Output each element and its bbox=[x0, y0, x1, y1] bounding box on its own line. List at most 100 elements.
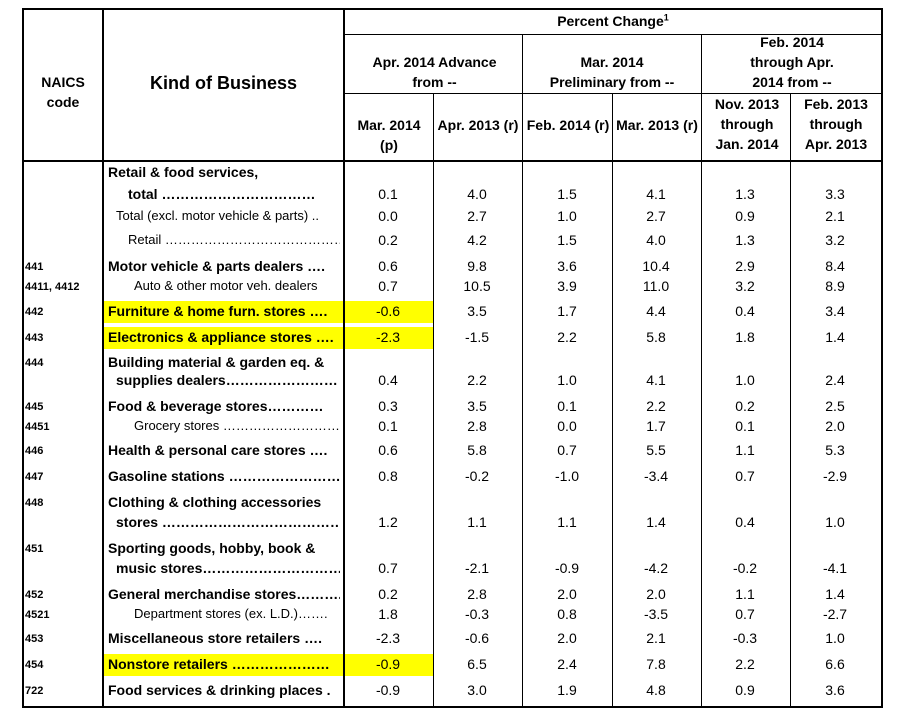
percent-value: -2.9 bbox=[822, 468, 848, 484]
naics-code: 441 bbox=[25, 261, 44, 273]
divider-group1 bbox=[522, 35, 523, 708]
percent-value: 9.8 bbox=[467, 258, 487, 274]
naics-code: 454 bbox=[25, 659, 44, 671]
percent-value: 4.2 bbox=[467, 232, 487, 248]
naics-code: 443 bbox=[25, 332, 44, 344]
highlight-furniture-value bbox=[345, 301, 433, 323]
business-name: Food & beverage stores………… bbox=[108, 398, 324, 414]
percent-value: 1.0 bbox=[557, 372, 577, 388]
percent-value: 7.8 bbox=[646, 656, 666, 672]
column-header-mar-2014: Mar. 2014 (p) bbox=[357, 117, 421, 153]
percent-value: 1.4 bbox=[825, 329, 845, 345]
percent-value: -4.2 bbox=[643, 560, 669, 576]
percent-value: 2.2 bbox=[467, 372, 487, 388]
percent-value: -3.5 bbox=[643, 606, 669, 622]
percent-value: 1.1 bbox=[557, 514, 577, 530]
group-header-mar-2014: Mar. 2014 Preliminary from -- bbox=[549, 54, 675, 90]
percent-value: 2.4 bbox=[557, 656, 577, 672]
business-name: Miscellaneous store retailers …. bbox=[108, 630, 322, 646]
business-name: Clothing & clothing accessories bbox=[108, 494, 322, 510]
percent-value: -2.1 bbox=[464, 560, 490, 576]
business-name: General merchandise stores………. bbox=[108, 586, 340, 602]
percent-value: 3.3 bbox=[825, 186, 845, 202]
naics-code: 442 bbox=[25, 306, 44, 318]
business-name: supplies dealers…………………… bbox=[116, 372, 338, 388]
percent-value: 8.9 bbox=[825, 278, 845, 294]
percent-value: 5.8 bbox=[467, 442, 487, 458]
line-under-percent-change bbox=[343, 34, 883, 35]
percent-value: 4.1 bbox=[646, 186, 666, 202]
percent-value: -2.3 bbox=[375, 630, 401, 646]
percent-value: -3.4 bbox=[643, 468, 669, 484]
percent-value: 1.1 bbox=[735, 442, 755, 458]
percent-value: 2.9 bbox=[735, 258, 755, 274]
percent-value: 1.8 bbox=[378, 606, 398, 622]
naics-code: 448 bbox=[25, 497, 44, 509]
percent-value: 2.0 bbox=[557, 630, 577, 646]
divider-sub3 bbox=[790, 94, 791, 708]
percent-value: 1.8 bbox=[735, 329, 755, 345]
percent-value: 3.4 bbox=[825, 303, 845, 319]
percent-value: 2.2 bbox=[735, 656, 755, 672]
percent-value: 4.4 bbox=[646, 303, 666, 319]
percent-value: 0.2 bbox=[378, 232, 398, 248]
highlight-nonstore-value bbox=[345, 654, 433, 676]
naics-code-header: NAICS code bbox=[41, 74, 85, 110]
percent-value: 10.4 bbox=[642, 258, 670, 274]
percent-value: 4.0 bbox=[646, 232, 666, 248]
percent-value: 1.5 bbox=[557, 232, 577, 248]
percent-value: -0.9 bbox=[375, 656, 401, 672]
footnote-mark: 1 bbox=[663, 12, 669, 23]
percent-value: 1.1 bbox=[467, 514, 487, 530]
percent-value: 3.6 bbox=[557, 258, 577, 274]
divider-naics bbox=[102, 8, 104, 708]
percent-value: -2.7 bbox=[822, 606, 848, 622]
percent-value: 3.6 bbox=[825, 682, 845, 698]
percent-value: 0.4 bbox=[735, 303, 755, 319]
business-name: Department stores (ex. L.D.)……. bbox=[134, 606, 328, 621]
percent-value: 1.3 bbox=[735, 186, 755, 202]
column-header-feb-apr-2013: Feb. 2013 through Apr. 2013 bbox=[804, 96, 868, 152]
percent-value: 0.1 bbox=[378, 418, 398, 434]
highlight-furniture-name bbox=[104, 301, 344, 323]
percent-value: 2.0 bbox=[557, 586, 577, 602]
percent-value: 10.5 bbox=[463, 278, 491, 294]
percent-value: 0.0 bbox=[378, 208, 398, 224]
column-header-apr-2013: Apr. 2013 (r) bbox=[437, 117, 519, 133]
divider-business bbox=[343, 8, 345, 708]
group-header-feb-apr-2014: Feb. 2014 through Apr. 2014 from -- bbox=[750, 34, 834, 90]
percent-value: 6.6 bbox=[825, 656, 845, 672]
kind-of-business-header: Kind of Business bbox=[149, 73, 297, 93]
percent-value: 1.7 bbox=[646, 418, 666, 434]
percent-value: 6.5 bbox=[467, 656, 487, 672]
percent-value: 1.2 bbox=[378, 514, 398, 530]
business-name: Building material & garden eq. & bbox=[108, 354, 325, 370]
percent-value: 2.1 bbox=[646, 630, 666, 646]
business-name: Retail …………………………………… bbox=[128, 232, 340, 247]
percent-value: -0.9 bbox=[375, 682, 401, 698]
percent-value: -0.2 bbox=[464, 468, 490, 484]
business-name: Health & personal care stores …. bbox=[108, 442, 328, 458]
percent-value: 2.8 bbox=[467, 586, 487, 602]
percent-value: 5.8 bbox=[646, 329, 666, 345]
percent-value: 1.4 bbox=[646, 514, 666, 530]
percent-value: -0.9 bbox=[554, 560, 580, 576]
line-under-groups bbox=[343, 93, 883, 94]
business-name: Electronics & appliance stores …. bbox=[108, 329, 334, 345]
percent-value: 4.1 bbox=[646, 372, 666, 388]
business-name: Auto & other motor veh. dealers bbox=[134, 278, 318, 293]
percent-value: 1.7 bbox=[557, 303, 577, 319]
percent-value: 2.8 bbox=[467, 418, 487, 434]
percent-value: 1.1 bbox=[735, 586, 755, 602]
highlight-electronics-value bbox=[345, 327, 433, 349]
percent-value: -1.5 bbox=[464, 329, 490, 345]
percent-value: 2.7 bbox=[646, 208, 666, 224]
percent-value: 0.2 bbox=[735, 398, 755, 414]
business-name: total …………………………… bbox=[128, 186, 316, 202]
naics-code: 447 bbox=[25, 471, 44, 483]
percent-value: 1.9 bbox=[557, 682, 577, 698]
divider-group2 bbox=[701, 35, 702, 708]
divider-sub1 bbox=[433, 94, 434, 708]
percent-value: 0.7 bbox=[735, 606, 755, 622]
business-name: Food services & drinking places . bbox=[108, 682, 331, 698]
